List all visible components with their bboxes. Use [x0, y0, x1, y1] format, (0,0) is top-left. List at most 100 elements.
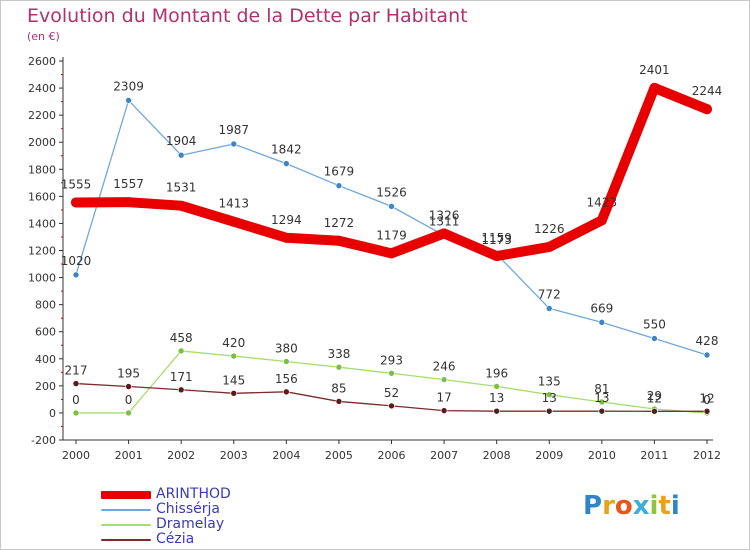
data-label-arinthod: 1179 [376, 228, 407, 242]
data-label-c-zia: 17 [436, 391, 451, 405]
y-tick-label: 1600 [28, 190, 56, 203]
data-label-dramelay: 81 [594, 382, 609, 396]
data-label-arinthod: 2244 [692, 84, 723, 98]
x-tick-label: 2007 [430, 449, 458, 462]
legend-swatch [101, 491, 151, 499]
x-tick-label: 2001 [115, 449, 143, 462]
data-point-dramelay [493, 383, 500, 390]
data-label-dramelay: 293 [380, 353, 403, 367]
y-tick-label: 800 [35, 299, 56, 312]
x-tick-label: 2012 [693, 449, 721, 462]
data-point-c-zia [230, 390, 238, 397]
legend-label: Cézia [156, 531, 195, 547]
data-point-chiss-rja [72, 271, 80, 279]
data-point-dramelay [72, 409, 80, 417]
y-tick-label: 2000 [28, 136, 56, 149]
data-point-c-zia [703, 408, 711, 415]
data-point-dramelay [440, 376, 448, 383]
x-tick-label: 2011 [640, 449, 668, 462]
legend-swatch [101, 509, 151, 511]
data-point-arinthod [123, 197, 134, 208]
data-label-chiss-rja: 1526 [376, 185, 407, 199]
data-point-c-zia [125, 383, 132, 390]
legend-swatch [101, 539, 151, 541]
data-point-arinthod [596, 215, 607, 226]
data-point-c-zia [283, 388, 290, 396]
data-point-chiss-rja [177, 151, 185, 159]
y-tick-label: 1000 [28, 272, 56, 285]
data-label-chiss-rja: 1987 [218, 123, 249, 137]
legend-label: ARINTHOD [156, 486, 231, 502]
legend-swatch [101, 524, 151, 526]
data-label-c-zia: 13 [594, 391, 609, 405]
data-label-arinthod: 1423 [587, 195, 618, 209]
data-label-c-zia: 13 [542, 391, 557, 405]
data-point-arinthod [491, 251, 502, 262]
x-tick-label: 2009 [535, 449, 563, 462]
data-label-dramelay: 0 [703, 393, 711, 407]
data-point-chiss-rja [703, 351, 711, 359]
data-point-c-zia [440, 407, 448, 414]
data-label-arinthod: 1557 [113, 177, 144, 191]
logo-letter: t [658, 491, 671, 521]
logo-letter: P [583, 491, 603, 521]
data-point-arinthod [176, 200, 187, 211]
data-point-dramelay [388, 369, 395, 377]
data-label-chiss-rja: 1020 [61, 254, 92, 268]
logo-letter: x [632, 491, 650, 521]
x-tick-label: 2002 [167, 449, 195, 462]
data-label-c-zia: 85 [331, 381, 346, 395]
proxiti-logo: Proxiti [583, 491, 680, 521]
data-point-chiss-rja [598, 319, 606, 326]
data-label-chiss-rja: 1904 [166, 134, 197, 148]
data-point-arinthod [544, 241, 555, 252]
data-point-chiss-rja [283, 160, 290, 167]
data-label-arinthod: 1326 [429, 208, 460, 222]
data-point-dramelay [230, 352, 238, 360]
data-label-chiss-rja: 772 [538, 287, 561, 301]
data-label-dramelay: 420 [222, 336, 245, 350]
data-label-arinthod: 1555 [61, 177, 92, 191]
y-tick-label: 2200 [28, 109, 56, 122]
data-label-c-zia: 145 [222, 373, 245, 387]
data-label-arinthod: 1294 [271, 213, 302, 227]
data-label-dramelay: 246 [433, 360, 456, 374]
data-point-arinthod [71, 197, 81, 208]
data-label-dramelay: 196 [485, 366, 508, 380]
data-label-c-zia: 12 [647, 391, 662, 405]
y-tick-label: 400 [35, 353, 56, 366]
data-label-arinthod: 2401 [639, 63, 670, 77]
legend-label: Dramelay [156, 516, 225, 532]
data-label-dramelay: 29 [647, 389, 662, 403]
data-label-arinthod: 1531 [166, 181, 197, 195]
data-label-chiss-rja: 428 [696, 334, 719, 348]
data-label-dramelay: 458 [170, 331, 193, 345]
data-label-chiss-rja: 1311 [429, 214, 460, 228]
data-point-dramelay [335, 363, 343, 371]
x-tick-label: 2000 [62, 449, 90, 462]
data-point-arinthod [386, 248, 397, 259]
data-label-chiss-rja: 669 [590, 301, 613, 315]
data-label-dramelay: 380 [275, 341, 298, 355]
y-tick-label: 1200 [28, 245, 56, 258]
data-point-arinthod [439, 228, 450, 239]
data-point-dramelay [283, 358, 290, 365]
y-tick-label: -200 [31, 434, 56, 447]
y-tick-label: 2400 [28, 82, 56, 95]
legend-label: Chissérja [156, 501, 220, 517]
data-point-chiss-rja [125, 97, 132, 104]
data-point-c-zia [335, 398, 343, 405]
data-point-arinthod [702, 104, 712, 115]
data-label-chiss-rja: 1173 [481, 233, 512, 247]
data-label-dramelay: 0 [125, 393, 133, 407]
data-label-dramelay: 135 [538, 375, 561, 389]
data-point-arinthod [333, 235, 344, 246]
logo-letter: i [670, 491, 680, 521]
data-label-arinthod: 1226 [534, 222, 565, 236]
data-point-chiss-rja [651, 335, 658, 342]
data-label-chiss-rja: 1842 [271, 143, 302, 157]
data-point-c-zia [493, 407, 500, 415]
data-label-c-zia: 217 [65, 364, 88, 378]
